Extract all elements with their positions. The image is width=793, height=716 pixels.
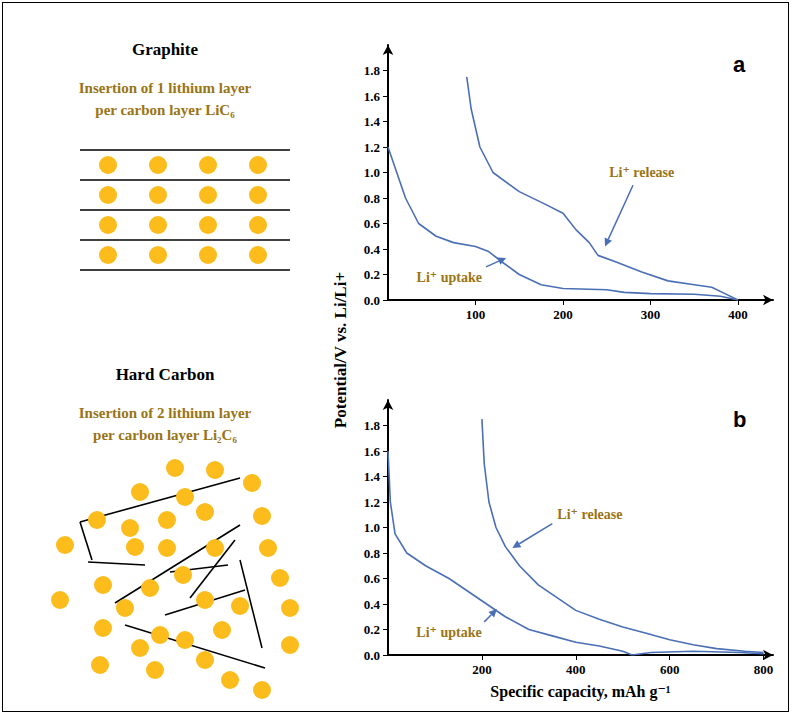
svg-text:1.0: 1.0: [364, 165, 380, 180]
svg-text:0.8: 0.8: [364, 546, 381, 561]
svg-text:1.6: 1.6: [364, 89, 381, 104]
svg-text:1.4: 1.4: [364, 469, 381, 484]
svg-text:400: 400: [566, 662, 586, 677]
svg-text:1.8: 1.8: [364, 63, 381, 78]
svg-text:1.4: 1.4: [364, 114, 381, 129]
svg-text:200: 200: [472, 662, 492, 677]
svg-text:1.6: 1.6: [364, 444, 381, 459]
svg-text:100: 100: [466, 307, 486, 322]
svg-text:Li⁺ uptake: Li⁺ uptake: [417, 270, 482, 285]
svg-text:1.2: 1.2: [364, 495, 380, 510]
svg-text:a: a: [733, 52, 746, 77]
svg-text:Li⁺ release: Li⁺ release: [609, 165, 674, 180]
svg-text:1.8: 1.8: [364, 418, 381, 433]
svg-text:0.4: 0.4: [364, 597, 381, 612]
svg-text:300: 300: [641, 307, 661, 322]
svg-text:Insertion of 1 lithium layer: Insertion of 1 lithium layer: [79, 80, 252, 96]
svg-text:0.2: 0.2: [364, 622, 380, 637]
svg-text:per carbon layer Li₂C₆: per carbon layer Li₂C₆: [93, 427, 237, 443]
svg-text:Li⁺ release: Li⁺ release: [557, 507, 622, 522]
svg-text:Potential/V vs. Li/Li+: Potential/V vs. Li/Li+: [331, 272, 350, 428]
svg-text:b: b: [733, 407, 746, 432]
svg-text:Hard Carbon: Hard Carbon: [116, 365, 215, 384]
svg-text:0.6: 0.6: [364, 216, 381, 231]
svg-text:per carbon layer LiC₆: per carbon layer LiC₆: [95, 102, 235, 118]
svg-text:0.2: 0.2: [364, 267, 380, 282]
svg-text:Specific capacity, mAh g⁻¹: Specific capacity, mAh g⁻¹: [490, 683, 671, 701]
svg-text:1.0: 1.0: [364, 520, 380, 535]
svg-text:400: 400: [728, 307, 748, 322]
svg-text:800: 800: [754, 662, 774, 677]
svg-text:600: 600: [660, 662, 680, 677]
svg-text:Li⁺ uptake: Li⁺ uptake: [416, 625, 481, 640]
svg-text:200: 200: [553, 307, 573, 322]
svg-text:0.6: 0.6: [364, 571, 381, 586]
svg-text:0.0: 0.0: [364, 293, 380, 308]
svg-text:Insertion of 2 lithium layer: Insertion of 2 lithium layer: [79, 405, 252, 421]
svg-text:Graphite: Graphite: [132, 40, 199, 59]
svg-text:0.4: 0.4: [364, 242, 381, 257]
svg-text:0.8: 0.8: [364, 191, 381, 206]
svg-text:0.0: 0.0: [364, 648, 380, 663]
svg-text:1.2: 1.2: [364, 140, 380, 155]
